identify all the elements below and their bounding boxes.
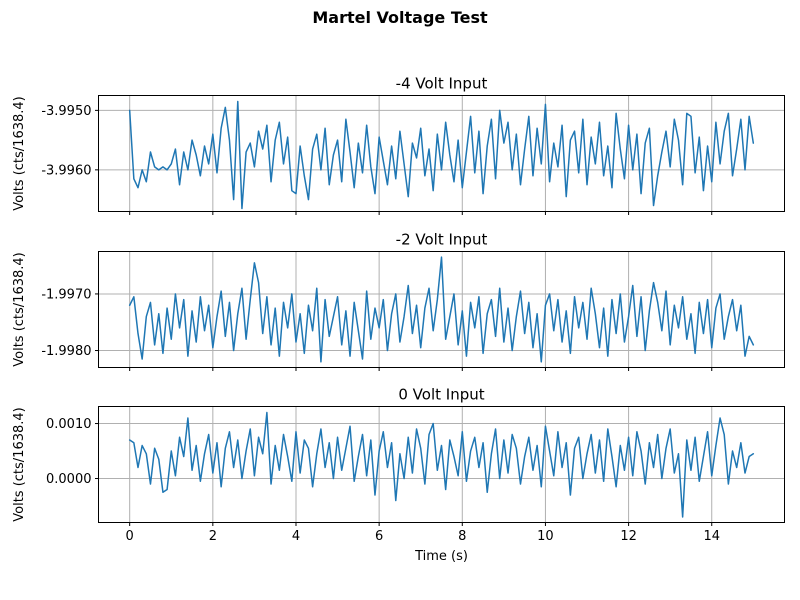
x-axis-label: Time (s): [414, 549, 468, 564]
y-axis-label: Volts (cts/1638.4): [12, 252, 27, 366]
axes-spines: [98, 251, 785, 368]
x-tick-label: 2: [209, 529, 217, 544]
x-tick-label: 4: [292, 529, 300, 544]
x-tick-label: 6: [375, 529, 383, 544]
x-tick-label: 10: [537, 529, 554, 544]
x-tick-label: 12: [620, 529, 637, 544]
y-tick-label: -3.9960: [41, 163, 91, 178]
subplot-title: -4 Volt Input: [396, 75, 488, 93]
subplot-minus-2-volt: -1.9970 -1.9980: [41, 251, 785, 371]
x-tick-label: 14: [703, 529, 720, 544]
y-axis-label: Volts (cts/1638.4): [12, 407, 27, 521]
subplot-minus-4-volt: -3.9950 -3.9960: [41, 95, 785, 215]
x-tick-label: 8: [458, 529, 466, 544]
y-axis-label: Volts (cts/1638.4): [12, 96, 27, 210]
y-tick-label: 0.0000: [46, 472, 92, 487]
subplot-title: 0 Volt Input: [398, 386, 484, 404]
y-tick-label: -3.9950: [41, 104, 91, 119]
signal-trace: [128, 411, 755, 518]
signal-trace: [128, 100, 755, 210]
plot-area: [98, 95, 785, 212]
subplot-title: -2 Volt Input: [396, 231, 488, 249]
y-tick-label: -1.9970: [41, 287, 91, 302]
axes-spines: [98, 95, 785, 212]
subplot-0-volt: 0 2 4 6 8 10 12 14 0.0010 0.0000: [46, 406, 785, 544]
signal-trace: [128, 256, 755, 363]
axes-spines: [98, 406, 785, 523]
figure-title: Martel Voltage Test: [312, 8, 488, 27]
x-tick-label: 0: [126, 529, 134, 544]
y-tick-label: -1.9980: [41, 344, 91, 359]
y-tick-label: 0.0010: [46, 417, 92, 432]
